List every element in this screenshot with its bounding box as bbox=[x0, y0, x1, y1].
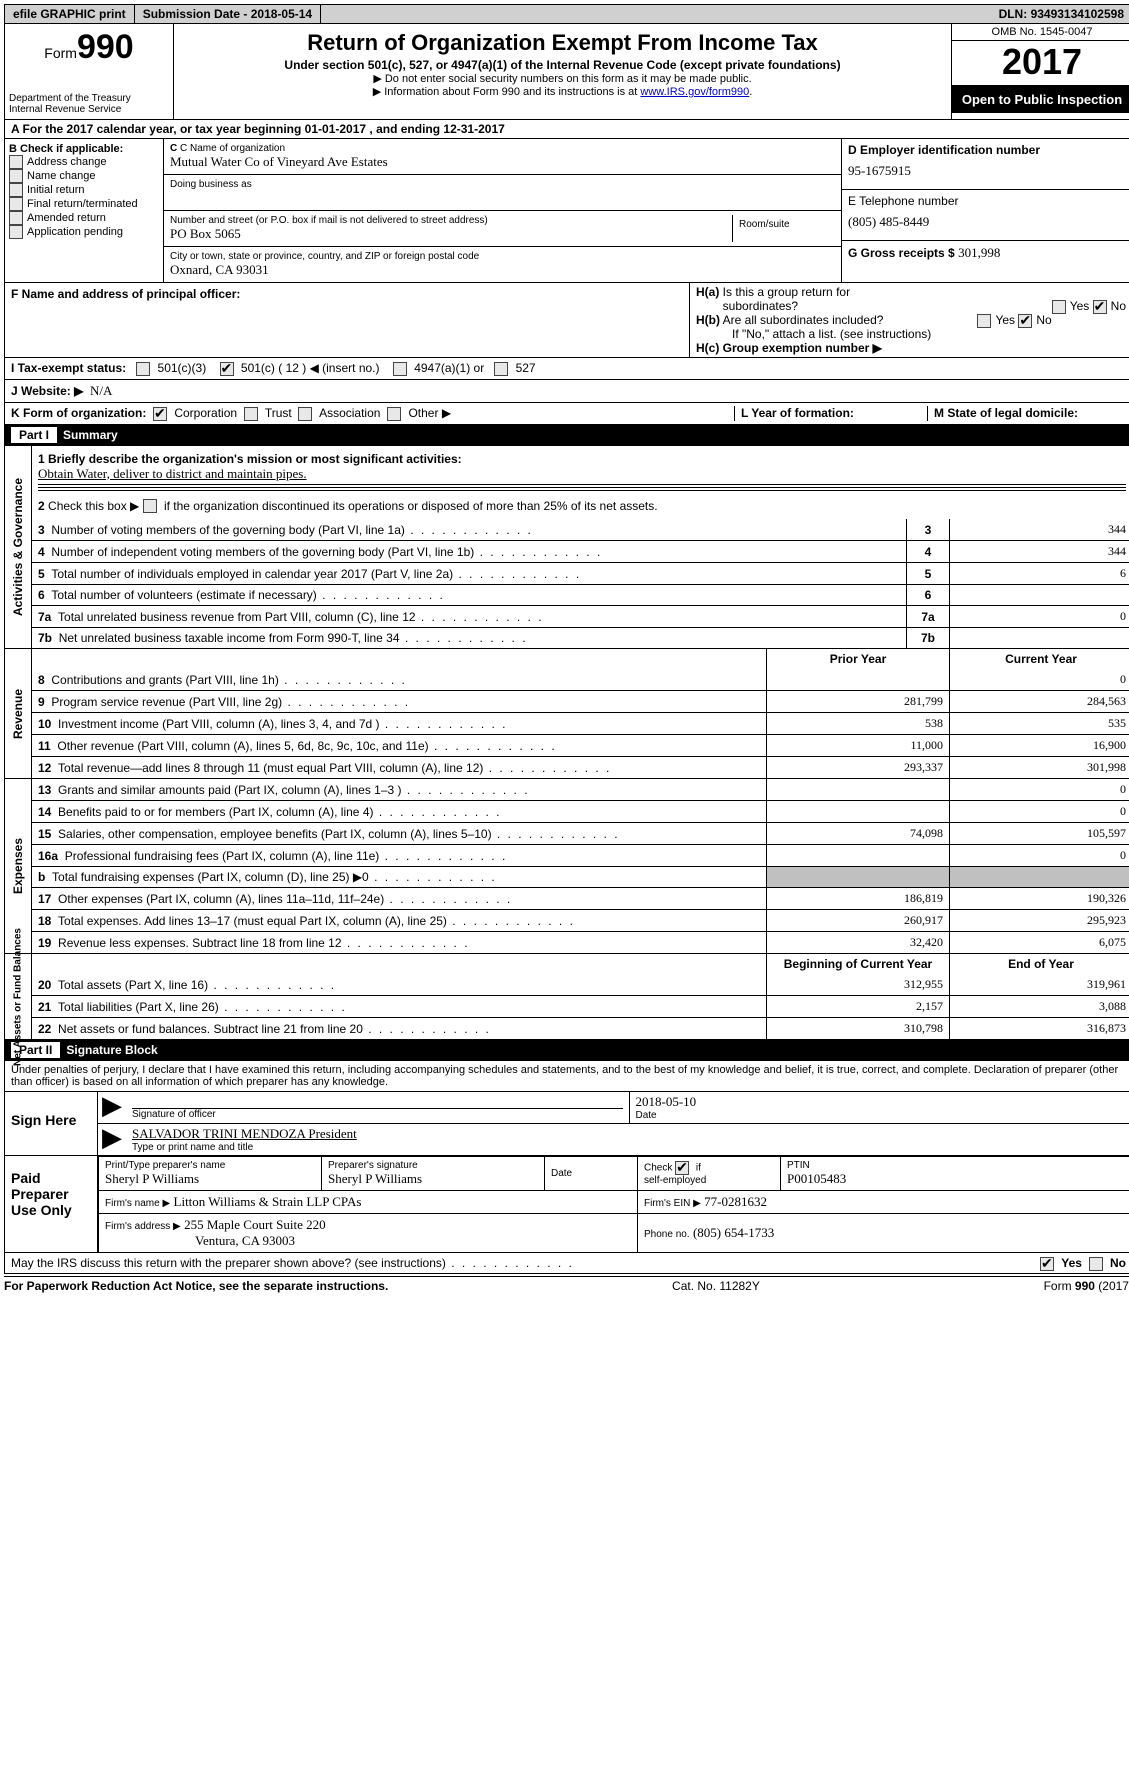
part-ii-header: Part IISignature Block bbox=[4, 1040, 1129, 1061]
officer-name: SALVADOR TRINI MENDOZA President bbox=[132, 1126, 1126, 1142]
checkbox-discontinued[interactable] bbox=[143, 499, 157, 513]
section-k: K Form of organization: Corporation Trus… bbox=[11, 406, 735, 421]
checkbox-discuss-yes[interactable] bbox=[1040, 1257, 1054, 1271]
irs-link[interactable]: www.IRS.gov/form990 bbox=[640, 86, 749, 98]
section-i: I Tax-exempt status: 501(c)(3) 501(c) ( … bbox=[4, 358, 1129, 380]
form-footer: Form 990 (2017) bbox=[1044, 1279, 1129, 1293]
checkbox-discuss-no[interactable] bbox=[1089, 1257, 1103, 1271]
form-title: Return of Organization Exempt From Incom… bbox=[184, 30, 941, 56]
paid-preparer-label: Paid Preparer Use Only bbox=[5, 1156, 98, 1252]
ptin: P00105483 bbox=[787, 1171, 846, 1186]
checkbox-hb-yes[interactable] bbox=[977, 314, 991, 328]
irs-label: Internal Revenue Service bbox=[9, 104, 169, 115]
checkbox-4947[interactable] bbox=[393, 362, 407, 376]
part-i-header: Part ISummary bbox=[4, 425, 1129, 446]
checkbox-assoc[interactable] bbox=[298, 407, 312, 421]
section-b: B Check if applicable: Address change Na… bbox=[5, 139, 164, 282]
irs-discuss: May the IRS discuss this return with the… bbox=[4, 1253, 1129, 1274]
section-h: H(a) Is this a group return for subordin… bbox=[690, 283, 1129, 357]
firm-ein: 77-0281632 bbox=[704, 1194, 767, 1209]
section-m: M State of legal domicile: bbox=[934, 406, 1120, 421]
checkbox-application-pending[interactable] bbox=[9, 225, 23, 239]
form-subtitle: Under section 501(c), 527, or 4947(a)(1)… bbox=[184, 58, 941, 72]
omb-number: OMB No. 1545-0047 bbox=[952, 24, 1129, 41]
firm-phone: (805) 654-1733 bbox=[693, 1225, 774, 1240]
section-f: F Name and address of principal officer: bbox=[5, 283, 690, 357]
checkbox-501c[interactable] bbox=[220, 362, 234, 376]
vtab-revenue: Revenue bbox=[5, 649, 32, 778]
sign-here-label: Sign Here bbox=[5, 1092, 98, 1155]
checkbox-corp[interactable] bbox=[153, 407, 167, 421]
info-note: ▶ Information about Form 990 and its ins… bbox=[184, 85, 941, 98]
checkbox-final-return[interactable] bbox=[9, 197, 23, 211]
checkbox-hb-no[interactable] bbox=[1018, 314, 1032, 328]
checkbox-ha-no[interactable] bbox=[1093, 300, 1107, 314]
ssn-note: ▶ Do not enter social security numbers o… bbox=[184, 72, 941, 85]
checkbox-initial-return[interactable] bbox=[9, 183, 23, 197]
perjury-statement: Under penalties of perjury, I declare th… bbox=[4, 1061, 1129, 1092]
org-name: Mutual Water Co of Vineyard Ave Estates bbox=[170, 154, 835, 170]
checkbox-other[interactable] bbox=[387, 407, 401, 421]
checkbox-527[interactable] bbox=[494, 362, 508, 376]
section-a: A For the 2017 calendar year, or tax yea… bbox=[4, 120, 1129, 139]
dln: DLN: 93493134102598 bbox=[991, 5, 1129, 23]
form-number: Form990 bbox=[9, 28, 169, 67]
arrow-icon: ▶ bbox=[98, 1124, 126, 1155]
section-l: L Year of formation: bbox=[741, 406, 928, 421]
checkbox-ha-yes[interactable] bbox=[1052, 300, 1066, 314]
form-header: Form990 Department of the Treasury Inter… bbox=[4, 24, 1129, 120]
dept-treasury: Department of the Treasury bbox=[9, 93, 169, 104]
org-city: Oxnard, CA 93031 bbox=[170, 262, 835, 278]
open-inspection: Open to Public Inspection bbox=[952, 86, 1129, 113]
arrow-icon: ▶ bbox=[98, 1092, 126, 1123]
checkbox-501c3[interactable] bbox=[136, 362, 150, 376]
ein: 95-1675915 bbox=[848, 157, 1126, 185]
top-bar: efile GRAPHIC print Submission Date - 20… bbox=[4, 4, 1129, 24]
submission-date: Submission Date - 2018-05-14 bbox=[135, 5, 321, 23]
firm-name: Litton Williams & Strain LLP CPAs bbox=[174, 1194, 362, 1209]
tax-year: 2017 bbox=[952, 41, 1129, 86]
page-footer: For Paperwork Reduction Act Notice, see … bbox=[4, 1276, 1129, 1293]
vtab-governance: Activities & Governance bbox=[5, 446, 32, 649]
checkbox-name-change[interactable] bbox=[9, 169, 23, 183]
checkbox-amended[interactable] bbox=[9, 211, 23, 225]
mission: Obtain Water, deliver to district and ma… bbox=[38, 466, 307, 481]
section-j: J Website: ▶ N/A bbox=[4, 380, 1129, 403]
sig-date: 2018-05-10 bbox=[636, 1094, 1127, 1110]
checkbox-self-employed[interactable] bbox=[675, 1161, 689, 1175]
checkbox-trust[interactable] bbox=[244, 407, 258, 421]
checkbox-address-change[interactable] bbox=[9, 155, 23, 169]
section-c: C C Name of organizationMutual Water Co … bbox=[164, 139, 841, 282]
vtab-net-assets: Net Assets or Fund Balances bbox=[5, 954, 32, 1039]
org-address: PO Box 5065 bbox=[170, 226, 732, 242]
efile-label: efile GRAPHIC print bbox=[5, 5, 135, 23]
preparer-name: Sheryl P Williams bbox=[105, 1171, 199, 1186]
telephone: (805) 485-8449 bbox=[848, 208, 1126, 236]
gross-receipts: 301,998 bbox=[958, 245, 1000, 260]
